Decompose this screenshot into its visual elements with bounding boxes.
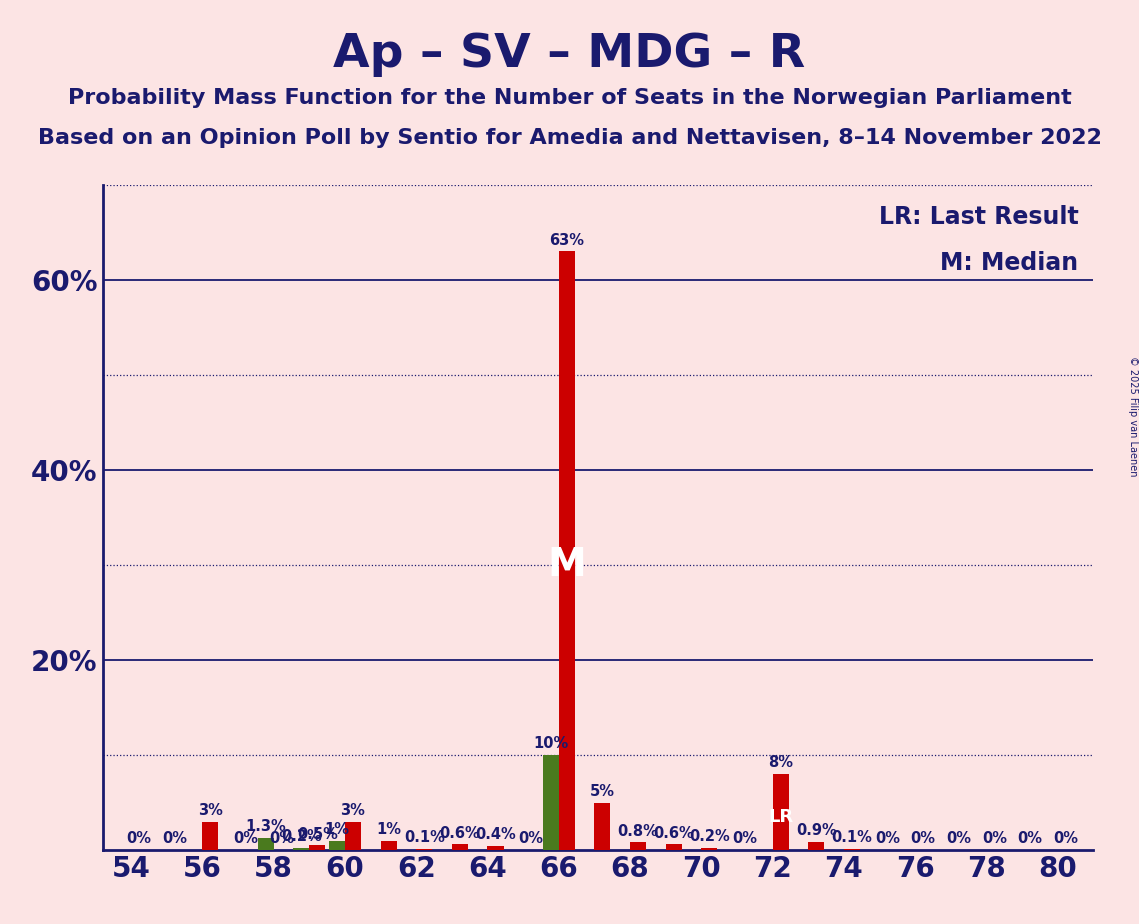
Bar xyxy=(559,251,575,850)
Bar xyxy=(380,841,396,850)
Text: 0%: 0% xyxy=(732,832,757,846)
Text: 0.8%: 0.8% xyxy=(617,823,658,839)
Text: 0%: 0% xyxy=(269,832,294,846)
Text: 1%: 1% xyxy=(376,821,401,837)
Text: 3%: 3% xyxy=(341,803,366,818)
Text: 0.1%: 0.1% xyxy=(831,831,872,845)
Bar xyxy=(595,803,611,850)
Text: 0%: 0% xyxy=(1017,832,1042,846)
Text: 0.6%: 0.6% xyxy=(654,825,694,841)
Text: M: M xyxy=(548,546,587,584)
Bar xyxy=(416,849,432,850)
Text: 0%: 0% xyxy=(1054,832,1079,846)
Bar xyxy=(772,774,788,850)
Text: LR: LR xyxy=(768,808,793,826)
Text: 0%: 0% xyxy=(233,832,259,846)
Text: M: Median: M: Median xyxy=(941,251,1079,275)
Text: 5%: 5% xyxy=(590,784,615,798)
Text: 0.4%: 0.4% xyxy=(475,828,516,843)
Bar xyxy=(702,848,718,850)
Text: 63%: 63% xyxy=(549,233,584,248)
Bar xyxy=(345,821,361,850)
Bar xyxy=(665,845,682,850)
Bar xyxy=(630,843,646,850)
Bar xyxy=(329,841,345,850)
Text: 0%: 0% xyxy=(162,832,187,846)
Bar xyxy=(542,755,559,850)
Bar xyxy=(487,846,503,850)
Bar xyxy=(452,845,468,850)
Text: Probability Mass Function for the Number of Seats in the Norwegian Parliament: Probability Mass Function for the Number… xyxy=(67,88,1072,108)
Text: 3%: 3% xyxy=(198,803,223,818)
Bar xyxy=(203,821,219,850)
Text: 0%: 0% xyxy=(947,832,972,846)
Text: 0.2%: 0.2% xyxy=(689,830,730,845)
Text: 1.3%: 1.3% xyxy=(245,819,286,834)
Text: 0.9%: 0.9% xyxy=(796,822,837,838)
Text: 0%: 0% xyxy=(911,832,936,846)
Text: 0.6%: 0.6% xyxy=(440,825,481,841)
Text: 0%: 0% xyxy=(982,832,1007,846)
Bar xyxy=(844,849,860,850)
Text: © 2025 Filip van Laenen: © 2025 Filip van Laenen xyxy=(1129,356,1138,476)
Bar xyxy=(310,845,326,850)
Text: 0.5%: 0.5% xyxy=(297,827,337,842)
Text: 0%: 0% xyxy=(518,832,543,846)
Text: 10%: 10% xyxy=(533,736,568,751)
Bar xyxy=(293,848,310,850)
Bar xyxy=(257,838,273,850)
Text: 0.2%: 0.2% xyxy=(281,830,321,845)
Text: LR: Last Result: LR: Last Result xyxy=(879,205,1079,229)
Text: 0%: 0% xyxy=(875,832,900,846)
Text: Ap – SV – MDG – R: Ap – SV – MDG – R xyxy=(334,32,805,78)
Text: 0.1%: 0.1% xyxy=(403,831,444,845)
Text: Based on an Opinion Poll by Sentio for Amedia and Nettavisen, 8–14 November 2022: Based on an Opinion Poll by Sentio for A… xyxy=(38,128,1101,148)
Text: 8%: 8% xyxy=(768,755,793,771)
Text: 1%: 1% xyxy=(325,821,350,837)
Bar xyxy=(809,842,825,850)
Text: 0%: 0% xyxy=(126,832,151,846)
